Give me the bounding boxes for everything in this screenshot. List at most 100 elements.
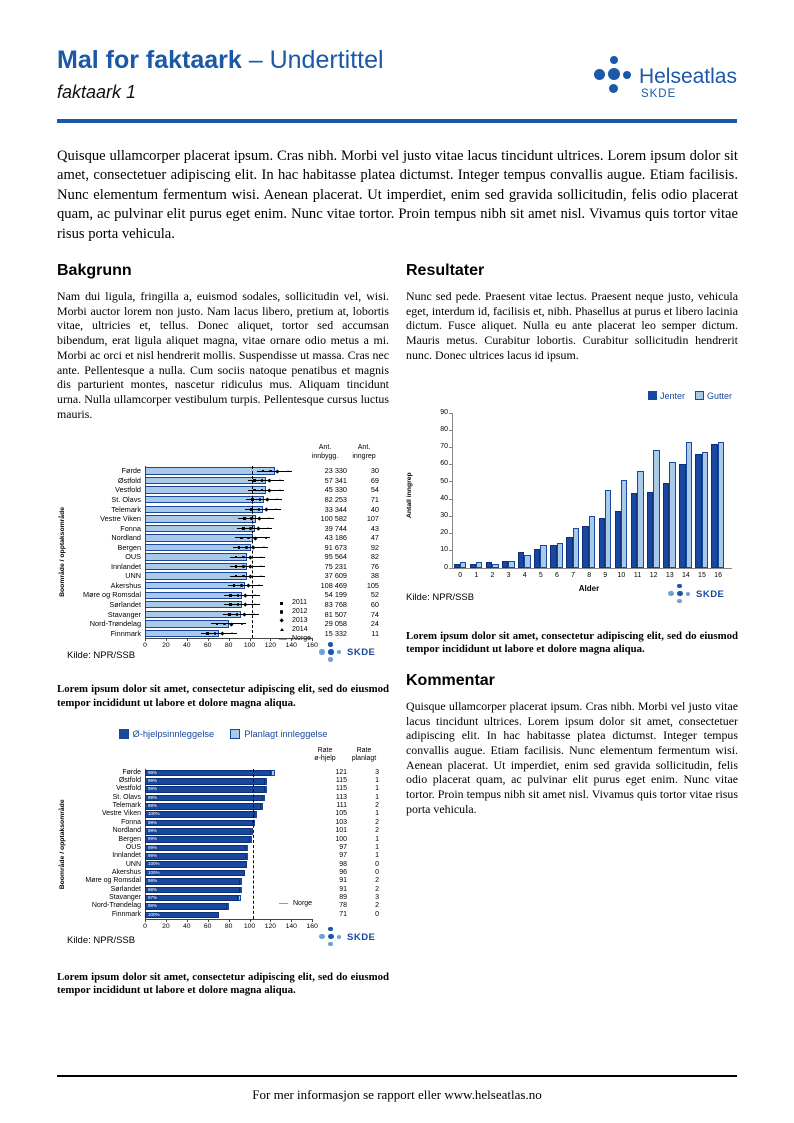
ohjelp-bar: 99% — [145, 794, 264, 802]
page-header: Mal for faktaark – Undertittel faktaark … — [57, 46, 737, 116]
skde-dot — [328, 657, 333, 662]
year-marker — [241, 565, 245, 568]
bar-jenter — [517, 552, 525, 568]
region-row: UNN 100% 98 0 — [57, 861, 389, 869]
y-tick-label: 80 — [440, 425, 448, 433]
ohjelp-bar: 97% — [145, 894, 238, 902]
y-tick — [449, 533, 452, 535]
ohjelp-bar: 100% — [145, 811, 255, 818]
ant-inngrep-value: 76 — [370, 561, 379, 571]
ant-innbygg-value: 108 469 — [320, 580, 347, 590]
skde-dot — [319, 649, 325, 655]
ant-innbygg-value: 95 564 — [324, 552, 347, 562]
bar-gutter — [556, 543, 563, 568]
ci-line — [229, 566, 266, 568]
brand-text: Helseatlas SKDE — [638, 54, 737, 101]
ci-line — [248, 480, 284, 482]
region-label: Bergen — [117, 542, 141, 552]
x-axis-tick-label: 40 — [183, 923, 191, 931]
bar-percent-label: 100% — [148, 870, 160, 876]
x-axis-tick — [165, 638, 167, 642]
kommentar-body: Quisque ullamcorper placerat ipsum. Cras… — [406, 698, 738, 816]
brand-name: Helseatlas — [638, 65, 737, 88]
region-row: Førde 23 330 30 — [57, 466, 389, 476]
rate-ohjelp-value: 91 — [339, 885, 347, 893]
rate-ohjelp-value: 105 — [335, 810, 347, 818]
x-axis-tick-label: 100 — [243, 642, 256, 650]
year-marker — [262, 546, 265, 549]
ant-innbygg-value: 43 186 — [324, 533, 347, 543]
rate-planlagt-value: 2 — [375, 902, 379, 910]
year-marker — [276, 498, 279, 501]
rate-ohjelp-value: 96 — [339, 868, 347, 876]
ant-innbygg-value: 37 609 — [324, 571, 347, 581]
skde-wordmark: SKDE — [696, 588, 725, 600]
region-row: Finnmark 15 332 11 — [57, 629, 389, 639]
region-label: Sørlandet — [110, 885, 141, 893]
region-label: Nordland — [111, 533, 141, 543]
year-marker — [228, 612, 232, 616]
x-axis-tick — [145, 919, 146, 923]
region-row: Møre og Romsdal 98% 91 2 — [57, 877, 389, 885]
bar-percent-label: 98% — [148, 803, 158, 809]
region-row: Stavanger 81 507 74 — [57, 610, 389, 620]
year-marker — [278, 479, 281, 482]
skde-dot — [328, 941, 333, 947]
x-tick-label: 3 — [506, 571, 511, 579]
source-label: Kilde: NPR/SSB — [406, 591, 475, 603]
ohjelp-bar: 98% — [145, 819, 253, 827]
x-tick-label: 8 — [587, 571, 592, 579]
x-axis-tick — [207, 638, 209, 642]
legend-item: 2013 — [279, 617, 339, 626]
ant-innbygg-value: 57 341 — [324, 475, 347, 485]
year-marker — [259, 574, 262, 577]
year-marker — [280, 610, 284, 614]
bar-gutter — [717, 441, 725, 568]
year-marker — [264, 507, 269, 512]
rate-planlagt-value: 0 — [375, 868, 379, 876]
x-axis-tick — [207, 919, 209, 923]
year-marker — [234, 565, 238, 568]
rate-planlagt-value: 2 — [375, 827, 379, 835]
column-left: Bakgrunn Nam dui ligula, fringilla a, eu… — [57, 262, 389, 997]
bar-gutter — [621, 479, 628, 568]
ci-line — [224, 594, 260, 596]
ant-inngrep-value: 24 — [370, 619, 379, 629]
ci-line — [238, 518, 274, 520]
x-tick-label: 6 — [554, 571, 559, 579]
region-label: Nordland — [112, 827, 141, 835]
region-label: Nord-Trøndelag — [89, 619, 141, 629]
ant-innbygg-value: 23 330 — [324, 466, 347, 476]
bar-gutter — [701, 452, 709, 568]
x-axis-tick — [270, 638, 272, 642]
year-marker — [215, 622, 219, 626]
x-axis-tick-label: 120 — [264, 642, 277, 650]
rate-planlagt-value: 2 — [375, 802, 379, 810]
x-axis-tick-label: 40 — [183, 642, 191, 650]
rate-planlagt-value: 1 — [375, 793, 379, 801]
region-row: St. Olavs 82 253 71 — [57, 495, 389, 505]
rate-ohjelp-value: 89 — [339, 893, 347, 901]
ant-inngrep-value: 92 — [370, 542, 379, 552]
bar-gutter — [492, 564, 499, 568]
kommentar-heading: Kommentar — [406, 671, 495, 689]
ant-inngrep-value: 30 — [370, 466, 379, 476]
year-marker — [265, 497, 270, 502]
rate-ohjelp-value: 98 — [339, 860, 347, 868]
bar-percent-label: 100% — [148, 862, 160, 867]
planlagt-bar — [246, 844, 249, 852]
ant-innbygg-value: 83 768 — [324, 600, 347, 610]
year-marker — [223, 622, 226, 626]
bar-percent-label: 98% — [148, 904, 158, 909]
x-axis-tick — [228, 638, 230, 642]
chart2-caption: Lorem ipsum dolor sit amet, consectetur … — [406, 629, 738, 655]
ant-inngrep-value: 105 — [366, 580, 379, 590]
skde-dot — [686, 591, 690, 596]
norge-dash-icon — [279, 903, 288, 905]
region-row: Østfold 57 341 69 — [57, 476, 389, 486]
ant-innbygg-value: 54 199 — [324, 590, 347, 600]
region-row: Bergen 91 673 92 — [57, 543, 389, 553]
bar-percent-label: 99% — [148, 787, 158, 792]
rate-planlagt-value: 2 — [375, 877, 379, 885]
